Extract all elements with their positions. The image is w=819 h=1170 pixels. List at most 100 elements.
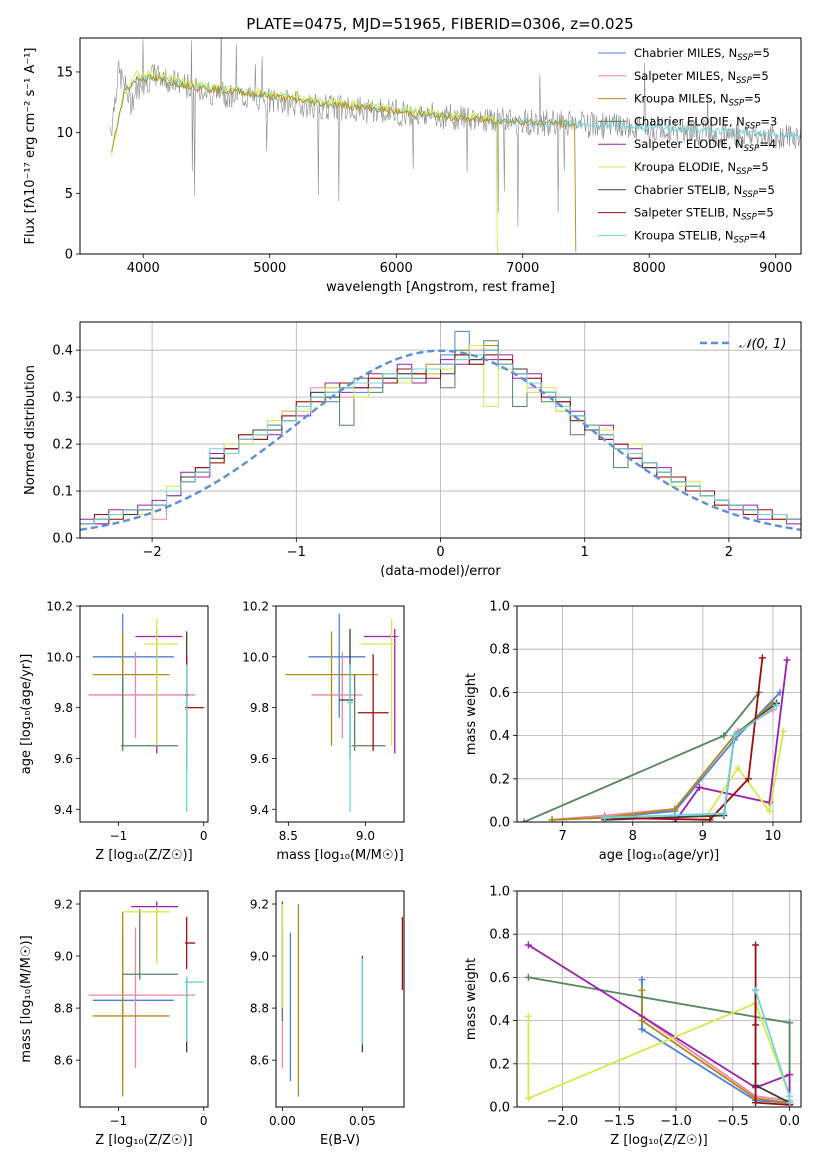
weight-series-line (641, 990, 790, 1104)
y-tick-label: 0.1 (52, 485, 73, 500)
plot-area (281, 901, 404, 1097)
plus-marker (786, 1092, 794, 1100)
plus-marker (752, 986, 760, 994)
y-tick-label: 0.0 (489, 1101, 510, 1116)
y-tick-label: 8.8 (54, 1002, 73, 1016)
plus-marker (744, 775, 752, 783)
legend-subscript: SSP (734, 235, 750, 245)
legend-text: Chabrier ELODIE, N (634, 114, 745, 128)
error-bar-point (346, 664, 354, 812)
y-tick-label: 0.4 (489, 729, 510, 744)
y-tick-label: 1.0 (489, 600, 510, 615)
error-bar-point (184, 976, 204, 1042)
x-tick-label: 0.00 (269, 1114, 296, 1128)
ticks (76, 71, 777, 258)
y-tick-label: 0.4 (52, 344, 73, 359)
plot-area (110, 38, 801, 254)
y-tick-label: 9.8 (54, 701, 73, 715)
x-tick-label: 8000 (633, 261, 666, 276)
x-tick-label: 9.0 (356, 829, 375, 843)
plus-marker (786, 1099, 794, 1107)
x-tick-label: 8.5 (279, 829, 298, 843)
y-tick-label: 0 (65, 248, 73, 263)
y-tick-label: 1.0 (489, 885, 510, 900)
plus-marker (758, 654, 766, 662)
ticks (76, 349, 730, 542)
legend-subscript: SSP (729, 99, 745, 109)
legend-value: =5 (757, 206, 774, 220)
axes-frame (516, 605, 802, 823)
y-axis-label: Flux [fλ10⁻¹⁷ erg cm⁻² s⁻¹ A⁻¹] (23, 48, 38, 245)
axes-frame (79, 605, 209, 823)
legend-value: =4 (749, 228, 766, 242)
y-tick-label: 9.2 (250, 898, 269, 912)
y-tick-label: 0.3 (52, 391, 73, 406)
x-axis-label: mass [log₁₀(M/M☉)] (276, 848, 403, 863)
y-tick-label: 8.6 (54, 1054, 73, 1068)
x-tick-label: 1 (581, 545, 589, 560)
legend-label: Chabrier MILES, NSSP=5 (634, 46, 770, 63)
plus-marker (752, 1099, 760, 1107)
x-tick-label: 0 (436, 545, 444, 560)
plus-marker (601, 814, 609, 822)
y-tick-label: 9.4 (54, 803, 73, 817)
plus-marker (779, 727, 787, 735)
legend-text: Chabrier MILES, N (634, 46, 737, 60)
y-axis-label: mass weight (464, 958, 479, 1040)
plus-marker (524, 973, 532, 981)
x-tick-label: −2 (143, 545, 162, 560)
model-curve (111, 74, 577, 252)
y-tick-label: 8.6 (250, 1054, 269, 1068)
plus-marker (638, 986, 646, 994)
legend-text: Salpeter ELODIE, N (634, 137, 744, 151)
error-bar-point (285, 631, 378, 746)
error-bar-point (92, 911, 170, 1097)
plus-marker (783, 656, 791, 664)
ticks (76, 903, 205, 1111)
y-tick-label: 9.6 (250, 752, 269, 766)
legend-value: =5 (752, 160, 769, 174)
x-tick-label: −0.5 (717, 1114, 749, 1129)
y-tick-label: 9.2 (54, 898, 73, 912)
plus-marker (695, 783, 703, 791)
x-tick-label: 10 (765, 829, 782, 844)
plus-marker (548, 816, 556, 822)
plot-area (285, 613, 398, 812)
model-curve (111, 69, 499, 254)
legend-subscript: SSP (744, 144, 760, 154)
plus-marker (638, 976, 646, 984)
x-tick-label: −1.0 (660, 1114, 692, 1129)
legend-label: Kroupa STELIB, NSSP=4 (634, 228, 766, 245)
plus-marker (734, 764, 742, 772)
plus-marker (720, 809, 728, 817)
ticks (272, 605, 366, 826)
legend-text: Kroupa ELODIE, N (634, 160, 736, 174)
plus-marker (520, 818, 528, 822)
y-tick-label: 0.2 (52, 438, 73, 453)
legend-label: Chabrier ELODIE, NSSP=3 (634, 114, 777, 131)
legend-label: Chabrier STELIB, NSSP=5 (634, 183, 775, 200)
plus-marker (720, 732, 728, 740)
legend-text: Kroupa MILES, N (634, 92, 729, 106)
legend-value: =5 (752, 69, 769, 83)
y-tick-label: 15 (56, 65, 73, 80)
legend-value: =5 (753, 46, 770, 60)
y-tick-label: 9.0 (250, 950, 269, 964)
plus-marker (786, 1019, 794, 1027)
axes-frame (516, 890, 802, 1108)
x-tick-label: −1 (110, 829, 128, 843)
error-bar-point (135, 628, 183, 754)
y-tick-label: 10.0 (46, 650, 73, 664)
y-axis-label: age [log₁₀(age/yr)] (19, 654, 34, 775)
legend-value: =5 (758, 183, 775, 197)
error-bar-point (357, 654, 389, 751)
legend-subscript: SSP (737, 53, 753, 63)
legend-subscript: SSP (736, 167, 752, 177)
x-tick-label: −1.5 (603, 1114, 635, 1129)
weight-series-line (604, 657, 764, 821)
plot-area (88, 613, 204, 812)
error-bar-point (363, 628, 398, 754)
legend: 𝒩(0, 1) (700, 337, 786, 352)
x-tick-label: 2 (725, 545, 733, 560)
